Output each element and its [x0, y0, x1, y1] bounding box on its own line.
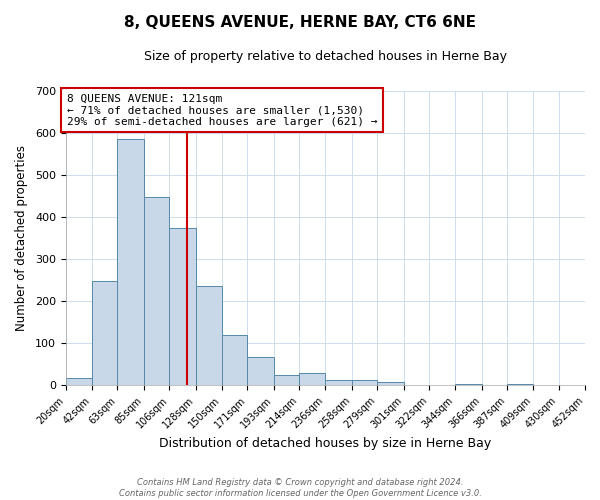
Bar [377, 382, 404, 386]
Bar [247, 357, 274, 386]
Bar [507, 384, 533, 386]
Bar [352, 380, 377, 386]
Bar [299, 373, 325, 386]
Bar [169, 228, 196, 386]
Bar [118, 139, 144, 386]
X-axis label: Distribution of detached houses by size in Herne Bay: Distribution of detached houses by size … [159, 437, 491, 450]
Text: 8, QUEENS AVENUE, HERNE BAY, CT6 6NE: 8, QUEENS AVENUE, HERNE BAY, CT6 6NE [124, 15, 476, 30]
Bar [325, 380, 352, 386]
Bar [274, 376, 299, 386]
Bar [66, 378, 92, 386]
Bar [196, 286, 222, 386]
Text: Contains HM Land Registry data © Crown copyright and database right 2024.
Contai: Contains HM Land Registry data © Crown c… [119, 478, 481, 498]
Text: 8 QUEENS AVENUE: 121sqm
← 71% of detached houses are smaller (1,530)
29% of semi: 8 QUEENS AVENUE: 121sqm ← 71% of detache… [67, 94, 377, 126]
Bar [92, 281, 118, 386]
Bar [144, 196, 169, 386]
Bar [559, 384, 585, 386]
Y-axis label: Number of detached properties: Number of detached properties [15, 145, 28, 331]
Bar [455, 384, 482, 386]
Bar [222, 335, 247, 386]
Title: Size of property relative to detached houses in Herne Bay: Size of property relative to detached ho… [144, 50, 507, 63]
